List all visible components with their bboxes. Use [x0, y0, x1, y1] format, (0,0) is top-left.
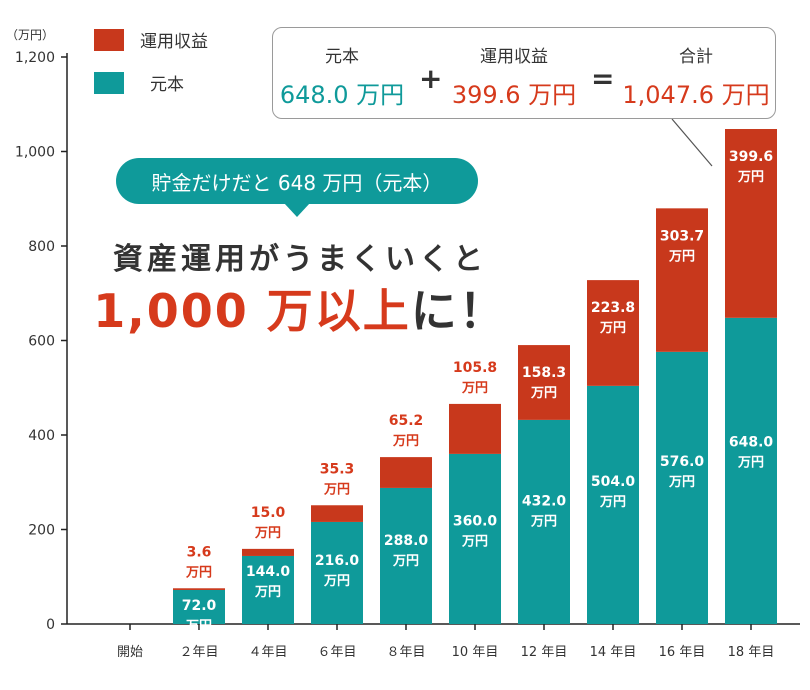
x-tick-label: 18 年目: [728, 645, 775, 660]
y-tick-label: 200: [28, 523, 55, 539]
principal-unit-label: 万円: [323, 574, 350, 589]
principal-unit-label: 万円: [668, 475, 695, 490]
earnings-unit-label: 万円: [254, 526, 281, 541]
earnings-unit-label: 万円: [737, 170, 764, 185]
earnings-unit-label: 万円: [599, 321, 626, 336]
headline-line-1: 資産運用がうまくいくと: [113, 242, 487, 277]
summary-total: 合計 1,047.6 万円: [621, 42, 771, 110]
principal-value-label: 72.0: [182, 598, 217, 614]
legend-label-earnings: 運用収益: [140, 32, 208, 52]
earnings-value-label: 35.3: [320, 461, 355, 477]
earnings-unit-label: 万円: [461, 381, 488, 396]
summary-earnings: 運用収益 399.6 万円: [449, 42, 579, 110]
savings-callout-pointer: [284, 203, 310, 217]
headline-line-2: 1,000 万以上に！: [0, 275, 600, 341]
bar-earnings: [380, 457, 432, 488]
earnings-value-label: 158.3: [522, 365, 566, 381]
bar-principal: [725, 317, 777, 624]
x-tick-label: ４年目: [248, 645, 287, 660]
x-tick-label: 開始: [117, 645, 143, 660]
summary-principal-label: 元本: [325, 47, 359, 67]
bar-earnings: [725, 129, 777, 318]
summary-earnings-value: 399.6 万円: [451, 81, 577, 109]
legend-item-earnings: 運用収益: [94, 27, 208, 52]
y-axis-unit-label: （万円）: [6, 28, 55, 42]
bar-earnings: [656, 208, 708, 352]
x-tick-label: 14 年目: [590, 645, 637, 660]
principal-value-label: 432.0: [522, 494, 567, 510]
principal-value-label: 360.0: [453, 513, 498, 529]
bar-earnings: [518, 345, 570, 420]
summary-pointer-line: [671, 118, 713, 167]
bar-principal: [449, 453, 501, 624]
bar-earnings: [587, 280, 639, 386]
bar-earnings: [449, 403, 501, 454]
summary-total-label: 合計: [679, 47, 713, 67]
legend-item-principal: 元本: [94, 70, 184, 95]
bar-principal: [587, 385, 639, 624]
principal-value-label: 144.0: [246, 564, 291, 580]
principal-value-label: 648.0: [729, 434, 774, 450]
summary-earnings-label: 運用収益: [480, 47, 548, 67]
earnings-value-label: 15.0: [251, 505, 286, 521]
earnings-value-label: 3.6: [187, 544, 212, 560]
summary-box: 元本 648.0 万円 + 運用収益 399.6 万円 = 合計 1,047.6…: [272, 27, 776, 119]
bar-principal: [173, 589, 225, 624]
bar-principal: [311, 521, 363, 624]
earnings-value-label: 303.7: [660, 228, 704, 244]
bar-earnings: [242, 548, 294, 556]
principal-unit-label: 万円: [530, 515, 557, 530]
x-tick-label: ８年目: [386, 645, 425, 660]
bar-principal: [380, 487, 432, 624]
principal-unit-label: 万円: [392, 554, 419, 569]
savings-callout: 貯金だけだと 648 万円（元本）: [116, 158, 478, 204]
bar-principal: [518, 419, 570, 624]
earnings-unit-label: 万円: [185, 565, 212, 580]
principal-value-label: 216.0: [315, 553, 360, 569]
x-tick-label: ２年目: [179, 645, 218, 660]
earnings-unit-label: 万円: [392, 434, 419, 449]
bar-principal: [656, 351, 708, 624]
x-tick-label: 12 年目: [521, 645, 568, 660]
y-tick-label: 1,000: [15, 145, 55, 161]
principal-unit-label: 万円: [599, 495, 626, 510]
legend-swatch-earnings: [94, 28, 124, 51]
summary-total-value: 1,047.6 万円: [622, 81, 770, 109]
earnings-unit-label: 万円: [530, 386, 557, 401]
legend-label-principal: 元本: [150, 75, 184, 95]
bar-earnings: [173, 588, 225, 590]
x-tick-label: 10 年目: [452, 645, 499, 660]
principal-value-label: 504.0: [591, 474, 636, 490]
y-tick-label: 400: [28, 428, 55, 444]
summary-principal-value: 648.0 万円: [279, 81, 405, 109]
principal-unit-label: 万円: [461, 534, 488, 549]
principal-unit-label: 万円: [254, 585, 281, 600]
principal-value-label: 288.0: [384, 533, 429, 549]
bar-earnings: [311, 505, 363, 522]
legend-swatch-principal: [94, 71, 124, 94]
summary-equals-sign: =: [591, 62, 615, 95]
summary-principal: 元本 648.0 万円: [279, 42, 405, 110]
earnings-unit-label: 万円: [668, 249, 695, 264]
earnings-value-label: 223.8: [591, 300, 635, 316]
x-tick-label: 16 年目: [659, 645, 706, 660]
earnings-value-label: 105.8: [453, 360, 497, 376]
bar-principal: [242, 555, 294, 624]
y-tick-label: 1,200: [15, 50, 55, 66]
headline-suffix: に！: [410, 284, 507, 338]
principal-unit-label: 万円: [185, 619, 212, 634]
x-tick-label: ６年目: [317, 645, 356, 660]
principal-value-label: 576.0: [660, 454, 705, 470]
earnings-unit-label: 万円: [323, 482, 350, 497]
earnings-value-label: 65.2: [389, 413, 424, 429]
y-tick-label: 0: [46, 617, 55, 633]
summary-plus-sign: +: [419, 62, 443, 95]
earnings-value-label: 399.6: [729, 149, 773, 165]
headline-highlight: 1,000 万以上: [93, 284, 411, 338]
y-tick-label: 600: [28, 334, 55, 350]
principal-unit-label: 万円: [737, 455, 764, 470]
y-tick-label: 800: [28, 239, 55, 255]
